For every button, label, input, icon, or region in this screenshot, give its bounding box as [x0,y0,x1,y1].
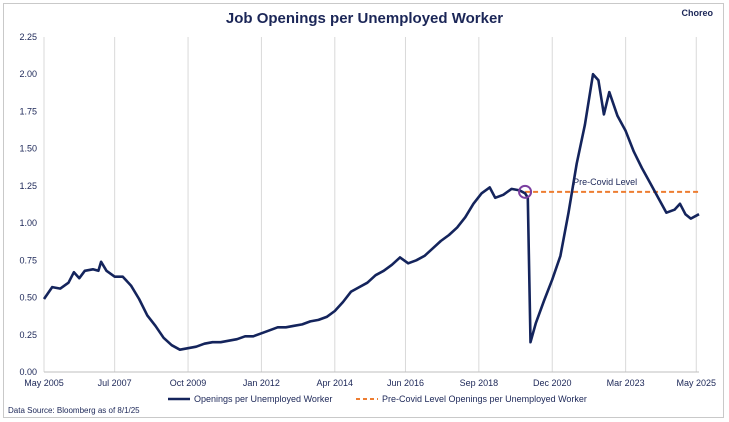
y-tick-label: 1.75 [19,106,37,116]
pre-covid-marker [518,184,533,199]
legend-label-pre-covid: Pre-Covid Level Openings per Unemployed … [382,394,587,404]
x-tick-label: Sep 2018 [460,378,499,388]
brand-logo: Choreo [681,8,714,18]
x-tick-label: May 2025 [677,378,717,388]
x-tick-label: Oct 2009 [170,378,207,388]
y-tick-label: 1.00 [19,218,37,228]
chart-title: Job Openings per Unemployed Worker [225,10,504,27]
x-tick-label: Jan 2012 [243,378,280,388]
y-tick-label: 1.50 [19,144,37,154]
series-layer: Pre-Covid Level [42,72,700,351]
legend: Openings per Unemployed Worker Pre-Covid … [168,394,587,404]
y-tick-label: 0.50 [19,293,37,303]
y-tick-label: 2.00 [19,69,37,79]
chart-frame [3,3,724,418]
x-tick-label: May 2005 [24,378,64,388]
x-tick-label: Mar 2023 [607,378,645,388]
y-tick-label: 0.75 [19,255,37,265]
data-source: Data Source: Bloomberg as of 8/1/25 [8,406,140,415]
y-tick-label: 1.25 [19,181,37,191]
series-line-openings [42,72,700,351]
y-tick-label: 0.25 [19,330,37,340]
annotation-pre-covid: Pre-Covid Level [573,177,637,187]
x-tick-label: Apr 2014 [317,378,354,388]
x-tick-label: Jun 2016 [387,378,424,388]
x-tick-label: Dec 2020 [533,378,572,388]
legend-label-openings: Openings per Unemployed Worker [194,394,332,404]
grid-lines [43,37,697,372]
x-tick-label: Jul 2007 [98,378,132,388]
y-axis-ticks: 0.00 0.25 0.50 0.75 1.00 1.25 1.50 1.75 2.00 2.25 [19,32,37,377]
x-axis-ticks: May 2005 Jul 2007 Oct 2009 Jan 2012 Apr 2014… [24,378,716,388]
y-tick-label: 2.25 [19,32,37,42]
y-tick-label: 0.00 [19,367,37,377]
